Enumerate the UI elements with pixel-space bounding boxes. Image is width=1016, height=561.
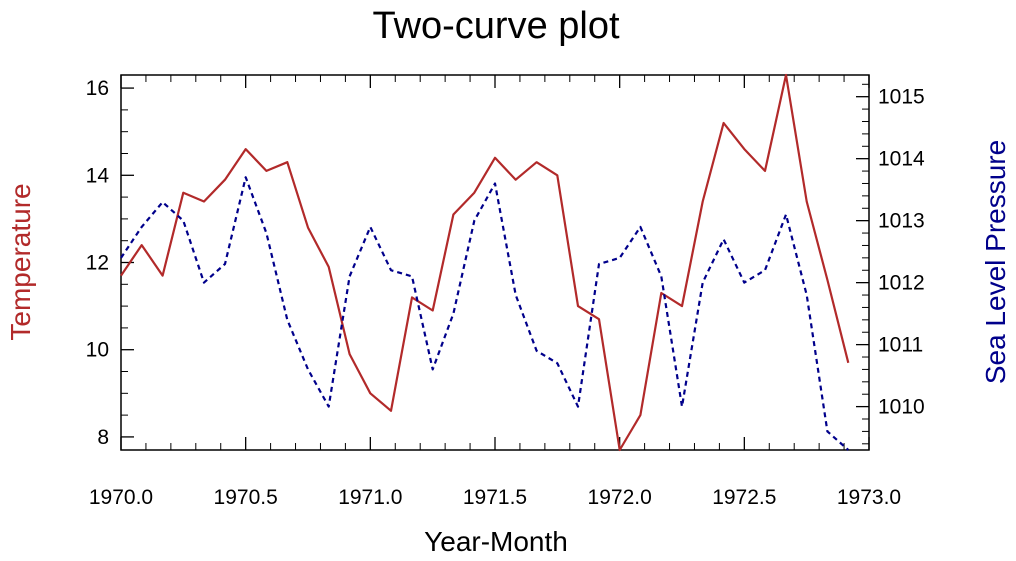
plot-frame	[120, 74, 870, 451]
x-tick-label: 1972.0	[588, 486, 652, 509]
x-tick-label: 1970.5	[214, 486, 278, 509]
y-axis-left-label: Temperature	[5, 183, 36, 340]
x-axis-label: Year-Month	[424, 526, 568, 557]
y-left-tick-label: 12	[86, 252, 109, 275]
y-right-tick-label: 1011	[878, 334, 923, 357]
y-right-tick-label: 1010	[878, 396, 925, 419]
y-right-tick-label: 1013	[878, 210, 925, 233]
x-tick-label: 1971.0	[338, 486, 402, 509]
y-axis-right: 1010 1011 1012 1013 1014 1015	[856, 83, 925, 445]
y-axis-left: 8 10 12 14 16	[86, 77, 134, 449]
y-right-tick-label: 1015	[878, 86, 925, 109]
y-left-tick-label: 14	[86, 164, 110, 187]
plot-lines	[120, 73, 850, 452]
x-tick-label: 1972.5	[712, 486, 776, 509]
x-tick-label: 1973.0	[837, 486, 901, 509]
y-left-tick-label: 10	[86, 339, 109, 362]
x-tick-label: 1971.5	[463, 486, 527, 509]
y-right-tick-label: 1014	[878, 148, 925, 171]
chart-title: Two-curve plot	[372, 5, 620, 47]
y-right-tick-label: 1012	[878, 272, 925, 295]
y-left-tick-label: 16	[86, 77, 109, 100]
temperature-line	[120, 73, 850, 452]
y-left-tick-label: 8	[97, 426, 109, 449]
x-axis: 1970.0 1970.5 1971.0 1971.5 1972.0 1972.5 1973…	[89, 75, 901, 509]
y-axis-right-label: Sea Level Pressure	[980, 140, 1011, 384]
pressure-line	[120, 176, 850, 451]
x-tick-label: 1970.0	[89, 486, 153, 509]
